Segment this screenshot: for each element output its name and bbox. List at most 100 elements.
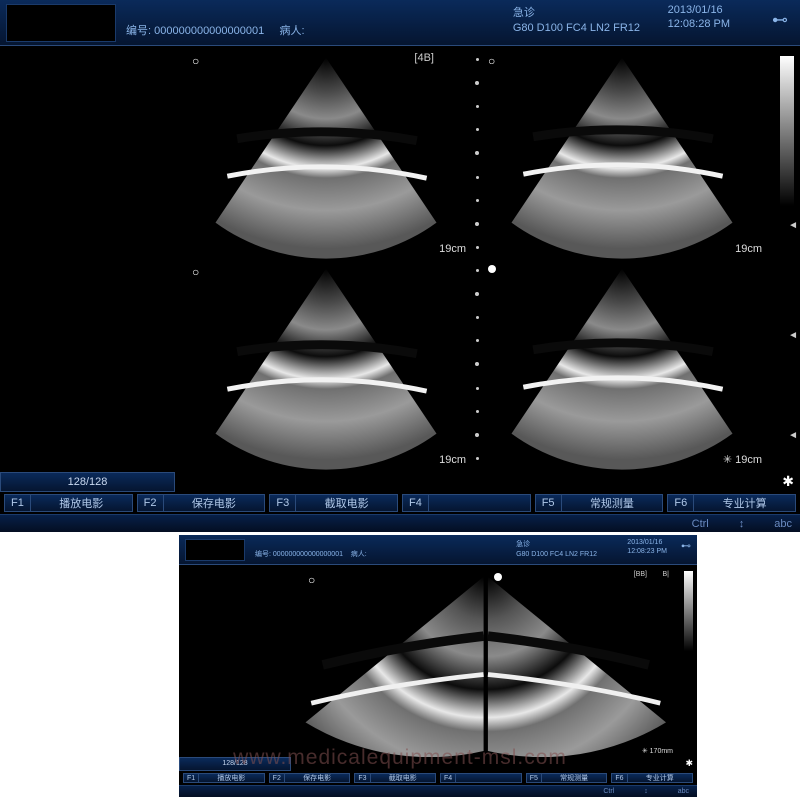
fkey-number: F5	[527, 774, 542, 782]
time-label: 12:08:28 PM	[668, 18, 730, 30]
dual-view: ○	[294, 567, 677, 757]
date-label: 2013/01/16	[668, 4, 730, 16]
ultrasound-sector-3	[178, 259, 474, 470]
dept-label: 急诊	[513, 4, 640, 20]
fkey-label: 常规测量	[542, 773, 607, 783]
scan-params: G80 D100 FC4 LN2 FR12	[513, 22, 640, 34]
cine-counter: 128/128	[0, 472, 175, 492]
orientation-marker: ○	[192, 265, 199, 279]
arrow-indicator: ↕	[739, 518, 745, 530]
patient-id-row: 编号: 000000000000000001 病人:	[126, 22, 305, 38]
ultrasound-sector-4	[474, 259, 770, 470]
scan-right[interactable]: [BB] B| ✳ 170mm	[486, 567, 678, 757]
f3-capture-button[interactable]: F3 截取电影	[269, 494, 398, 512]
scan-quadrant-3[interactable]: ○ 19cm	[178, 259, 474, 470]
time-label: 12:08:23 PM	[627, 548, 667, 555]
patient-id-row: 编号: 000000000000000001 病人:	[255, 549, 367, 559]
ultrasound-sector-2	[474, 48, 770, 259]
ctrl-indicator: Ctrl	[603, 788, 614, 795]
header-patient-info: 编号: 000000000000000001 病人:	[255, 540, 367, 559]
spacer	[255, 540, 367, 547]
ctrl-indicator: Ctrl	[692, 518, 709, 530]
fkey-number: F4	[403, 495, 429, 511]
f2-save-button[interactable]: F2 保存电影	[137, 494, 266, 512]
logo-placeholder	[185, 539, 245, 561]
fkey-number: F2	[270, 774, 285, 782]
id-value: 000000000000000001	[154, 25, 264, 37]
ime-indicator: abc	[678, 788, 689, 795]
ultrasound-sector-l	[294, 567, 486, 757]
fkey-number: F3	[355, 774, 370, 782]
header-patient-info: 编号: 000000000000000001 病人:	[126, 8, 305, 38]
header-dept-params: 急诊 G80 D100 FC4 LN2 FR12	[516, 539, 597, 558]
fkey-number: F3	[270, 495, 296, 511]
header-bar: 编号: 000000000000000001 病人: 急诊 G80 D100 F…	[179, 535, 697, 565]
id-label: 编号:	[126, 25, 151, 37]
depth-label: ✳ 170mm	[642, 747, 673, 755]
header-datetime: 2013/01/16 12:08:28 PM	[668, 4, 730, 30]
ultrasound-sector-1	[178, 48, 474, 259]
ultrasound-sector-r	[486, 567, 678, 757]
mode-indicator: [BB]	[634, 571, 647, 578]
fkey-label: 播放电影	[31, 495, 132, 511]
mode-indicator: [4B]	[414, 52, 434, 64]
patient-label: 病人:	[351, 551, 367, 558]
fkey-label: 专业计算	[694, 495, 795, 511]
f6-calc-button[interactable]: F6 专业计算	[611, 773, 693, 783]
f6-calc-button[interactable]: F6 专业计算	[667, 494, 796, 512]
orientation-marker-active	[488, 265, 496, 273]
grayscale-bar	[684, 571, 693, 651]
function-key-bar: F1 播放电影 F2 保存电影 F3 截取电影 F4 . F5 常规测量 F6 …	[0, 492, 800, 514]
f4-empty-button[interactable]: F4 .	[440, 773, 522, 783]
fkey-number: F4	[441, 774, 456, 782]
f3-capture-button[interactable]: F3 截取电影	[354, 773, 436, 783]
fkey-label: 保存电影	[164, 495, 265, 511]
scan-quadrant-1[interactable]: ○ [4B] 19cm	[178, 48, 474, 259]
depth-ruler-center	[474, 48, 480, 470]
fkey-number: F2	[138, 495, 164, 511]
status-bar: Ctrl ↕ abc	[179, 785, 697, 797]
dept-label: 急诊	[516, 539, 597, 549]
arrow-indicator: ↕	[644, 788, 648, 795]
scan-quadrant-4[interactable]: ✳ 19cm	[474, 259, 770, 470]
header-bar: 编号: 000000000000000001 病人: 急诊 G80 D100 F…	[0, 0, 800, 46]
bb-indicator: B|	[663, 571, 670, 578]
fkey-label: 截取电影	[371, 773, 436, 783]
usb-icon: ⊷	[681, 541, 691, 552]
date-label: 2013/01/16	[627, 539, 667, 546]
freeze-star-icon: ✱	[782, 473, 794, 490]
counter-value: 128/128	[68, 476, 108, 488]
fkey-number: F6	[612, 774, 627, 782]
counter-value: 128/128	[222, 760, 247, 767]
fkey-label: 专业计算	[628, 773, 693, 783]
fkey-label: 保存电影	[285, 773, 350, 783]
depth-label: 19cm	[439, 454, 466, 466]
spacer	[126, 8, 305, 20]
fkey-number: F1	[5, 495, 31, 511]
depth-label: ✳ 19cm	[723, 453, 762, 466]
orientation-marker: ○	[308, 573, 315, 587]
f1-play-button[interactable]: F1 播放电影	[183, 773, 265, 783]
scan-left[interactable]: ○	[294, 567, 486, 757]
f4-empty-button[interactable]: F4 .	[402, 494, 531, 512]
cine-counter: 128/128	[179, 757, 291, 771]
usb-icon: ⊷	[772, 10, 788, 30]
fkey-number: F1	[184, 774, 199, 782]
f5-measure-button[interactable]: F5 常规测量	[535, 494, 664, 512]
scan-quadrant-2[interactable]: ○ 19cm	[474, 48, 770, 259]
f2-save-button[interactable]: F2 保存电影	[269, 773, 351, 783]
gain-marker-icon: ◄	[788, 330, 798, 341]
fkey-number: F6	[668, 495, 694, 511]
status-bar: Ctrl ↕ abc	[0, 514, 800, 532]
logo-placeholder	[6, 4, 116, 42]
fkey-number: F5	[536, 495, 562, 511]
orientation-marker: ○	[488, 54, 495, 68]
f1-play-button[interactable]: F1 播放电影	[4, 494, 133, 512]
grayscale-bar	[780, 56, 794, 206]
ultrasound-screen-4b: 编号: 000000000000000001 病人: 急诊 G80 D100 F…	[0, 0, 800, 532]
orientation-marker-active	[494, 573, 502, 581]
f5-measure-button[interactable]: F5 常规测量	[526, 773, 608, 783]
fkey-label: 截取电影	[296, 495, 397, 511]
function-key-bar: F1 播放电影 F2 保存电影 F3 截取电影 F4 . F5 常规测量 F6 …	[179, 771, 697, 785]
fkey-label: 常规测量	[562, 495, 663, 511]
